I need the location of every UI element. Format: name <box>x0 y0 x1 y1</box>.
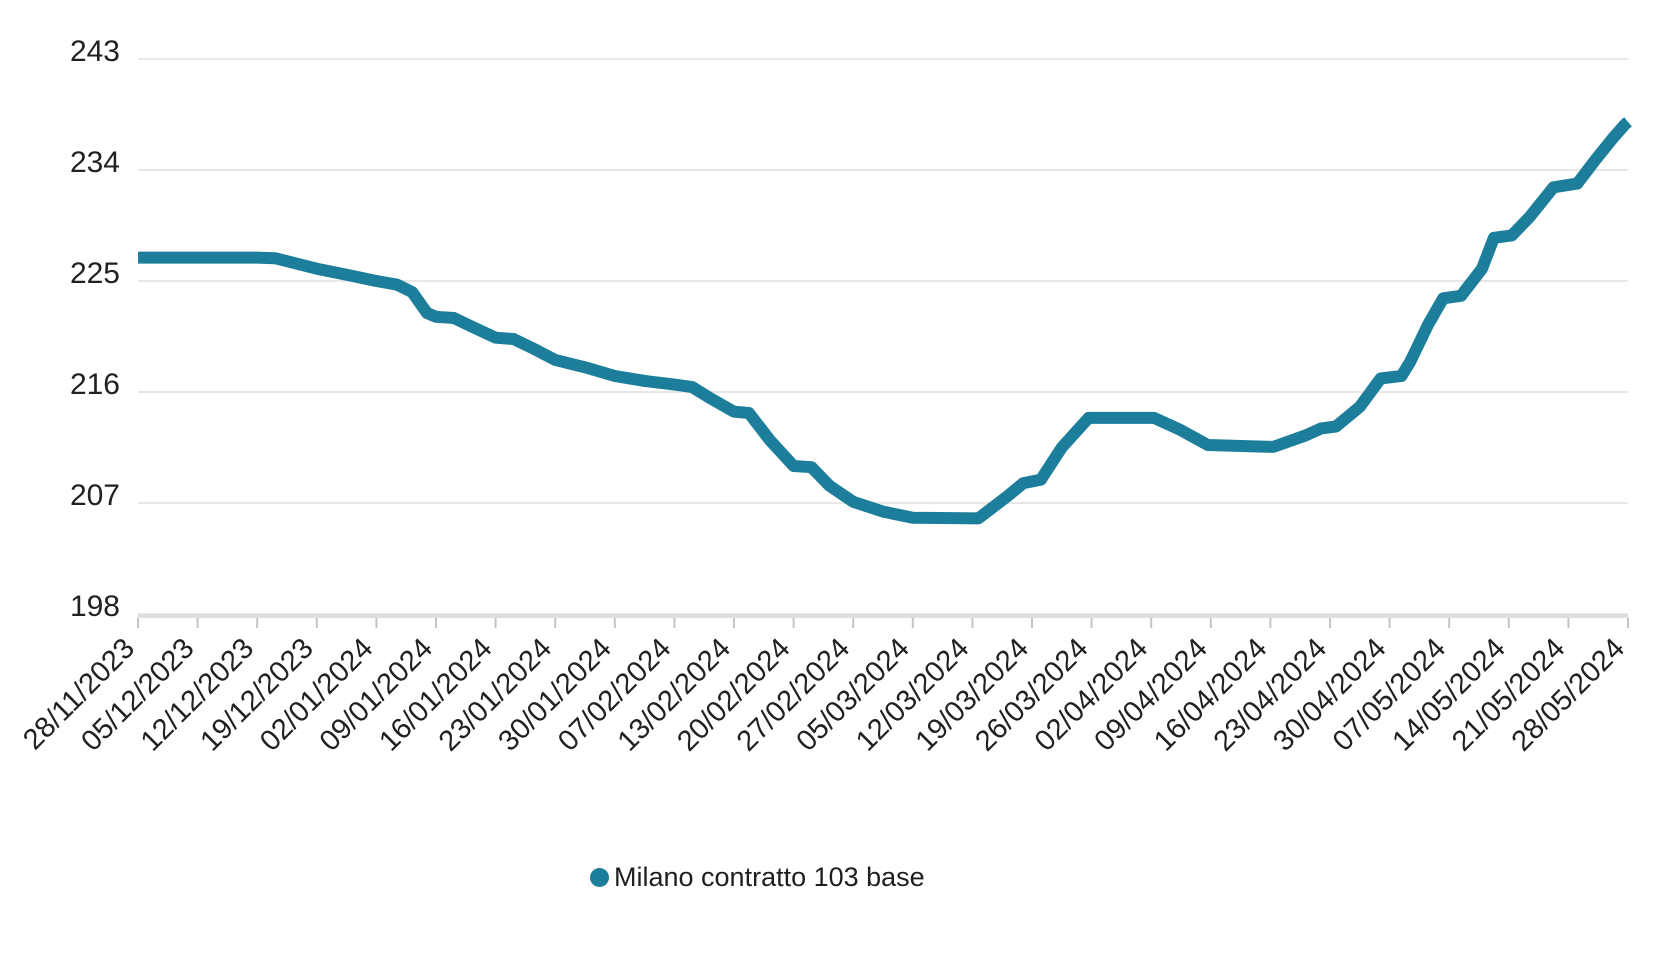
y-axis-tick-label: 198 <box>70 590 120 623</box>
y-axis-tick-label: 207 <box>70 479 120 512</box>
legend-marker-icon <box>590 867 609 887</box>
series-line-milano-contratto-103-base[interactable] <box>138 117 1632 525</box>
y-axis-tick-label: 243 <box>70 35 120 68</box>
legend-label: Milano contratto 103 base <box>614 861 925 892</box>
y-axis-tick-label: 234 <box>70 146 120 179</box>
y-axis-tick-label: 225 <box>70 257 120 290</box>
legend: Milano contratto 103 base <box>590 860 925 894</box>
y-axis-tick-label: 216 <box>70 368 120 401</box>
